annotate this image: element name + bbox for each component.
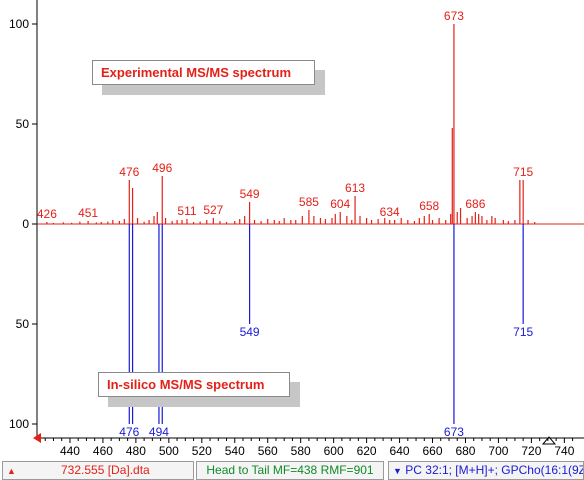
experimental-peak-label: 476 bbox=[119, 165, 139, 179]
status-file-text: 732.555 [Da].dta bbox=[61, 463, 150, 477]
experimental-peak-label: 658 bbox=[419, 199, 439, 213]
y-tick-label: 0 bbox=[22, 217, 29, 231]
experimental-peak-label: 451 bbox=[78, 206, 98, 220]
x-tick-label: 660 bbox=[423, 444, 443, 458]
x-tick-label: 740 bbox=[554, 444, 574, 458]
y-tick-label: 50 bbox=[16, 117, 30, 131]
y-tick-label: 100 bbox=[9, 17, 29, 31]
spectrum-chart: 100 50 0 50 100 440 460 480 500 520 540 560 580 600 62… bbox=[9, 0, 584, 458]
scroll-left-arrow-icon bbox=[33, 433, 41, 443]
x-tick-label: 640 bbox=[390, 444, 410, 458]
experimental-peak-label: 613 bbox=[345, 181, 365, 195]
insilico-spectrum-label: In-silico MS/MS spectrum bbox=[98, 372, 290, 397]
status-match-field: Head to Tail MF=438 RMF=901 bbox=[196, 461, 384, 480]
experimental-peak-label: 426 bbox=[37, 207, 57, 221]
experimental-peak-label: 715 bbox=[513, 165, 533, 179]
x-tick-label: 440 bbox=[60, 444, 80, 458]
zoom-triangle-icon bbox=[541, 436, 557, 445]
x-tick-label: 620 bbox=[357, 444, 377, 458]
experimental-peak-label: 673 bbox=[444, 9, 464, 23]
x-tick-label: 480 bbox=[126, 444, 146, 458]
experimental-peak-label: 686 bbox=[465, 197, 485, 211]
status-file-field[interactable]: ▲ 732.555 [Da].dta bbox=[2, 461, 194, 480]
x-tick-label: 500 bbox=[159, 444, 179, 458]
experimental-peak-label: 549 bbox=[240, 187, 260, 201]
experimental-peak-label: 634 bbox=[380, 205, 400, 219]
x-tick-label: 680 bbox=[455, 444, 475, 458]
experimental-peak-label: 604 bbox=[330, 197, 350, 211]
x-tick-label: 600 bbox=[324, 444, 344, 458]
x-tick-label: 700 bbox=[488, 444, 508, 458]
triangle-up-icon[interactable]: ▲ bbox=[7, 466, 16, 476]
y-tick-label: 50 bbox=[16, 317, 30, 331]
x-tick-label: 540 bbox=[225, 444, 245, 458]
x-tick-label: 520 bbox=[192, 444, 212, 458]
status-lipid-text: PC 32:1; [M+H]+; GPCho(16:1(9Z) bbox=[405, 463, 584, 477]
experimental-peak-label: 527 bbox=[203, 203, 223, 217]
status-bar: ▲ 732.555 [Da].dta Head to Tail MF=438 R… bbox=[0, 461, 584, 480]
insilico-peak-label: 494 bbox=[149, 425, 169, 439]
insilico-peak-label: 476 bbox=[119, 425, 139, 439]
insilico-peak-label: 673 bbox=[444, 425, 464, 439]
y-tick-label: 100 bbox=[9, 417, 29, 431]
x-tick-label: 720 bbox=[521, 444, 541, 458]
experimental-peak-label: 496 bbox=[152, 161, 172, 175]
status-lipid-field[interactable]: ▼ PC 32:1; [M+H]+; GPCho(16:1(9Z) bbox=[388, 461, 584, 480]
triangle-down-icon[interactable]: ▼ bbox=[393, 466, 402, 476]
x-tick-label: 560 bbox=[258, 444, 278, 458]
experimental-peak-label: 511 bbox=[177, 204, 196, 218]
insilico-peak-label: 715 bbox=[513, 325, 533, 339]
x-tick-label: 580 bbox=[291, 444, 311, 458]
experimental-peak-label: 585 bbox=[299, 195, 319, 209]
x-tick-label: 460 bbox=[93, 444, 113, 458]
experimental-spectrum-label: Experimental MS/MS spectrum bbox=[92, 60, 315, 85]
insilico-peak-label: 549 bbox=[240, 325, 260, 339]
